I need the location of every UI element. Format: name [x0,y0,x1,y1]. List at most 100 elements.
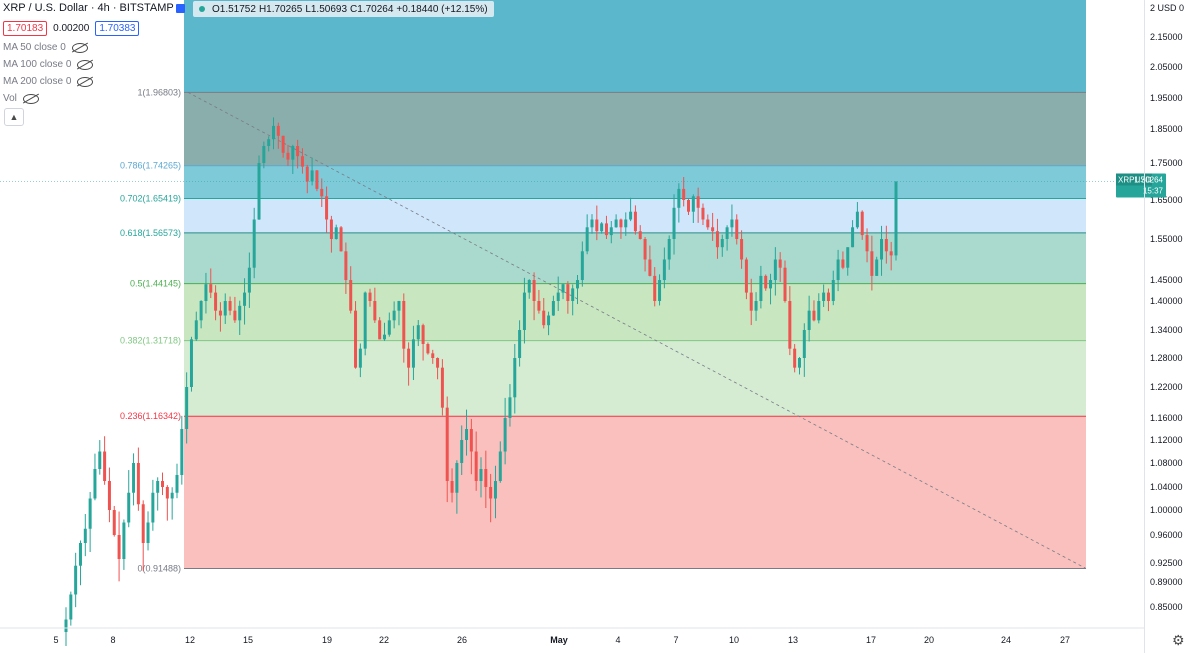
indicator-ma200[interactable]: MA 200 close 0 [3,76,94,87]
candle-body [749,292,753,311]
candle-body [672,207,676,239]
candle-body [122,522,126,559]
candle-body [638,231,642,239]
candle-body [493,481,497,499]
candle-body [701,207,705,220]
candle-body [489,487,493,499]
candle-body [199,301,203,321]
candle-body [88,498,92,529]
candle-body [127,492,131,523]
y-tick-label: 1.65000 [1150,195,1183,205]
candle-body [334,227,338,239]
y-tick-label: 1.22000 [1150,382,1183,392]
fib-zone-0.382 [184,283,1086,341]
sell-button[interactable]: 1.70183 [3,21,48,36]
indicator-label: MA 100 close 0 [3,59,72,70]
price-tag-symbol: XRPUSD [1118,176,1152,185]
candle-body [875,259,879,276]
candle-body [474,451,478,481]
candle-body [802,330,806,358]
candle-body [658,280,662,301]
eye-hidden-icon[interactable] [77,76,94,87]
candle-body [773,259,777,280]
candle-body [590,219,594,228]
price-tag-countdown: 15:37 [1143,187,1164,196]
candle-body [218,310,222,316]
fib-zone-0.236 [184,340,1086,417]
candle-body [633,211,637,232]
y-tick-label: 1.04000 [1150,482,1183,492]
buy-button[interactable]: 1.70383 [95,21,140,36]
candle-body [238,305,242,321]
candle-body [103,451,107,481]
candle-body [889,251,893,256]
candle-body [426,344,430,354]
candle-body [778,259,782,268]
candle-body [421,325,425,344]
candle-body [812,310,816,321]
candle-body [855,211,859,228]
gear-icon[interactable]: ⚙ [1172,632,1185,648]
y-tick-label: 2.05000 [1150,62,1183,72]
candle-body [64,619,68,632]
candle-body [305,166,309,182]
candle-body [706,219,710,228]
candle-body [561,284,565,293]
fib-label-0.702: 0.702(1.65419) [120,193,181,203]
flag-icon[interactable] [176,4,185,13]
candle-body [286,152,290,160]
candle-body [272,125,275,140]
candle-body [392,310,396,321]
x-tick-label: 5 [53,635,58,645]
candle-body [382,334,386,340]
candle-body [846,247,850,268]
fib-label-0.236: 0.236(1.16342) [120,411,181,421]
candle-body [682,188,686,200]
x-tick-label: 7 [673,635,678,645]
x-tick-label: 15 [243,635,253,645]
indicator-vol[interactable]: Vol [3,93,39,104]
y-tick-label: 1.95000 [1150,93,1183,103]
candle-body [764,275,768,289]
candle-body [170,492,174,499]
collapse-legend-button[interactable]: ▲ [4,108,24,126]
candle-body [204,284,208,301]
candle-body [78,543,82,566]
candle-body [884,239,888,252]
indicator-ma100[interactable]: MA 100 close 0 [3,59,94,70]
eye-hidden-icon[interactable] [77,59,94,70]
candle-body [696,196,700,208]
candle-body [93,469,97,499]
candle-body [223,301,227,316]
candle-body [556,292,560,301]
candle-body [74,565,78,595]
indicator-ma50[interactable]: MA 50 close 0 [3,42,88,53]
candle-body [436,358,440,368]
x-tick-label: 8 [110,635,115,645]
ohlc-readout: O1.51752 H1.70265 L1.50693 C1.70264 +0.1… [193,1,494,17]
x-tick-label: 20 [924,635,934,645]
candle-body [551,301,555,316]
candle-body [339,227,343,252]
price-axis-separator [1144,0,1145,653]
candle-body [185,387,189,429]
candle-body [537,301,541,311]
candle-body [754,301,758,311]
candle-body [653,275,657,301]
fib-label-0.5: 0.5(1.44145) [130,279,181,289]
candle-body [527,280,531,293]
candle-body [503,418,507,452]
candle-body [325,196,329,220]
eye-hidden-icon[interactable] [71,42,88,53]
candle-body [585,227,589,252]
x-tick-label: 22 [379,635,389,645]
candle-body [281,135,285,153]
candle-body [243,292,247,306]
eye-hidden-icon[interactable] [22,93,39,104]
candle-body [209,284,213,293]
candle-body [826,292,830,301]
candle-body [233,310,237,321]
symbol-title[interactable]: XRP / U.S. Dollar · 4h · BITSTAMP [3,2,174,14]
candle-body [378,320,382,340]
